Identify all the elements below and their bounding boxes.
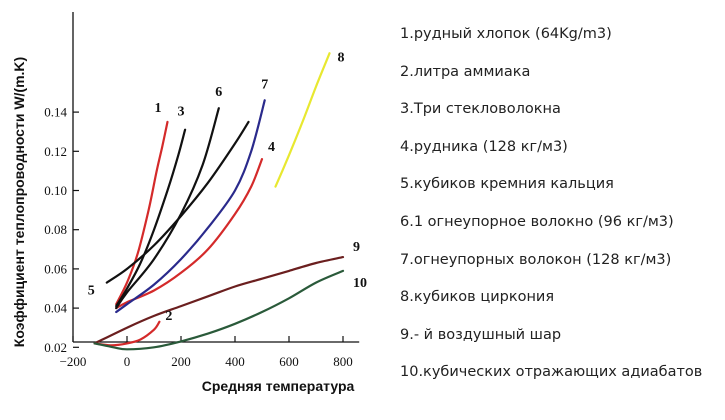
legend-item: 7.огнеупорных волокон (128 кг/м3) <box>400 251 672 268</box>
y-tick-label: 0.02 <box>44 340 67 355</box>
series-line-2 <box>93 320 161 347</box>
legend-item: 6.1 огнеупорное волокно (96 кг/м3) <box>400 213 674 230</box>
curve-label-1: 1 <box>155 101 162 116</box>
curve-label-6: 6 <box>215 85 222 100</box>
curve-label-8: 8 <box>338 50 345 65</box>
legend: 1.рудный хлопок (64Kg/m3) 2.литра аммиака… <box>400 20 722 396</box>
series-line-3 <box>115 128 187 308</box>
legend-item: 8.кубиков циркония <box>400 289 555 306</box>
legend-item: 5.кубиков кремния кальция <box>400 176 614 193</box>
legend-item: 3.Три стекловолокна <box>400 101 561 118</box>
curve-label-2: 2 <box>165 309 172 324</box>
x-tick-label: 200 <box>171 354 191 369</box>
legend-item: 1.рудный хлопок (64Kg/m3) <box>400 26 612 42</box>
y-tick-label: 0.14 <box>44 105 67 120</box>
legend-item: 4.рудника (128 кг/м3) <box>400 138 568 155</box>
series-line-10 <box>93 269 345 351</box>
series-line-9 <box>93 256 345 345</box>
series-layer <box>93 52 345 351</box>
series-line-1 <box>115 120 169 306</box>
curve-label-9: 9 <box>353 240 360 255</box>
legend-item: 10.кубических отражающих адиабатов <box>400 364 703 381</box>
y-axis-title: Коэффициент теплопроводности W/(m.K) <box>11 57 27 347</box>
label-layer: 0.02 0.04 0.06 0.08 0.10 0.12 0.14 −200 0 200 400 6… <box>44 50 367 369</box>
x-tick-label: 800 <box>333 354 353 369</box>
series-line-4 <box>115 158 264 310</box>
x-tick-label: 0 <box>124 354 131 369</box>
curve-label-4: 4 <box>268 140 275 155</box>
y-tick-label: 0.08 <box>44 222 67 237</box>
x-tick-label: 600 <box>279 354 299 369</box>
legend-item: 9.- й воздушный шар <box>400 326 562 343</box>
x-tick-label: 400 <box>225 354 245 369</box>
y-tick-label: 0.10 <box>44 183 67 198</box>
x-axis-title: Средняя температура <box>202 378 355 394</box>
chart: 0.02 0.04 0.06 0.08 0.10 0.12 0.14 −200 0 200 400 6… <box>11 12 367 394</box>
series-line-7 <box>115 99 266 314</box>
series-line-8 <box>274 52 331 188</box>
curve-label-3: 3 <box>178 105 185 120</box>
legend-item: 2.литра аммиака <box>400 63 531 80</box>
x-tick-label: −200 <box>60 354 87 369</box>
y-tick-label: 0.06 <box>44 261 67 276</box>
axis-layer <box>72 12 360 348</box>
curve-label-7: 7 <box>261 77 268 92</box>
curve-label-10: 10 <box>353 276 367 291</box>
y-tick-label: 0.04 <box>44 301 67 316</box>
y-tick-label: 0.12 <box>44 144 67 159</box>
curve-label-5: 5 <box>88 284 95 299</box>
series-line-6 <box>115 107 220 310</box>
